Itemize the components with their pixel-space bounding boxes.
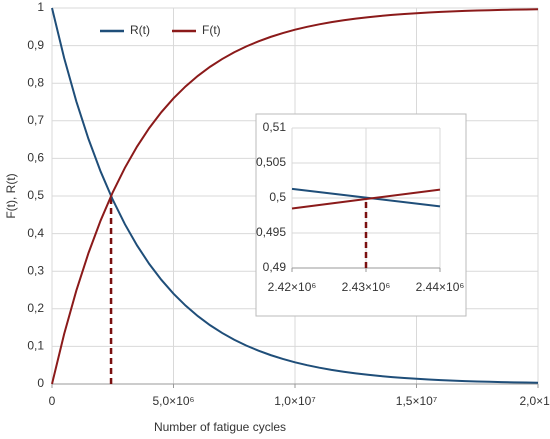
y-tick-label: 0,49	[263, 260, 287, 274]
y-tick-label: 0,6	[27, 151, 44, 165]
y-tick-label: 0,3	[27, 263, 44, 277]
y-tick-label: 0,505	[256, 155, 286, 169]
y-tick-label: 1	[37, 0, 44, 14]
y-tick-label: 0,8	[27, 75, 44, 89]
y-tick-label: 0,5	[269, 190, 286, 204]
y-tick-label: 0,1	[27, 339, 44, 353]
y-tick-label: 0,51	[263, 120, 287, 134]
y-tick-label: 0,4	[27, 226, 44, 240]
y-tick-label: 0,2	[27, 301, 44, 315]
x-axis-label: Number of fatigue cycles	[154, 420, 286, 434]
x-tick-label: 1,0×10⁷	[274, 394, 315, 408]
y-tick-label: 0,5	[27, 188, 44, 202]
legend-label: F(t)	[202, 23, 221, 37]
y-axis-label: F(t), R(t)	[4, 173, 18, 218]
x-tick-label: 0	[49, 394, 56, 408]
y-tick-label: 0	[37, 376, 44, 390]
x-tick-label: 5,0×10⁶	[153, 394, 195, 408]
x-tick-label: 1,5×10⁷	[396, 394, 437, 408]
x-tick-label: 2.42×10⁶	[268, 280, 317, 294]
series-line	[51, 8, 539, 385]
series-line	[51, 7, 539, 384]
x-tick-label: 2.43×10⁶	[342, 280, 391, 294]
y-tick-label: 0,7	[27, 113, 44, 127]
y-tick-label: 0,495	[256, 225, 286, 239]
series-line	[291, 187, 441, 208]
series-line	[291, 188, 441, 210]
inset-frame	[255, 113, 467, 317]
y-tick-label: 0,9	[27, 38, 44, 52]
x-tick-label: 2,0×10	[519, 394, 550, 408]
legend-label: R(t)	[130, 23, 150, 37]
x-tick-label: 2.44×10⁶	[416, 280, 465, 294]
